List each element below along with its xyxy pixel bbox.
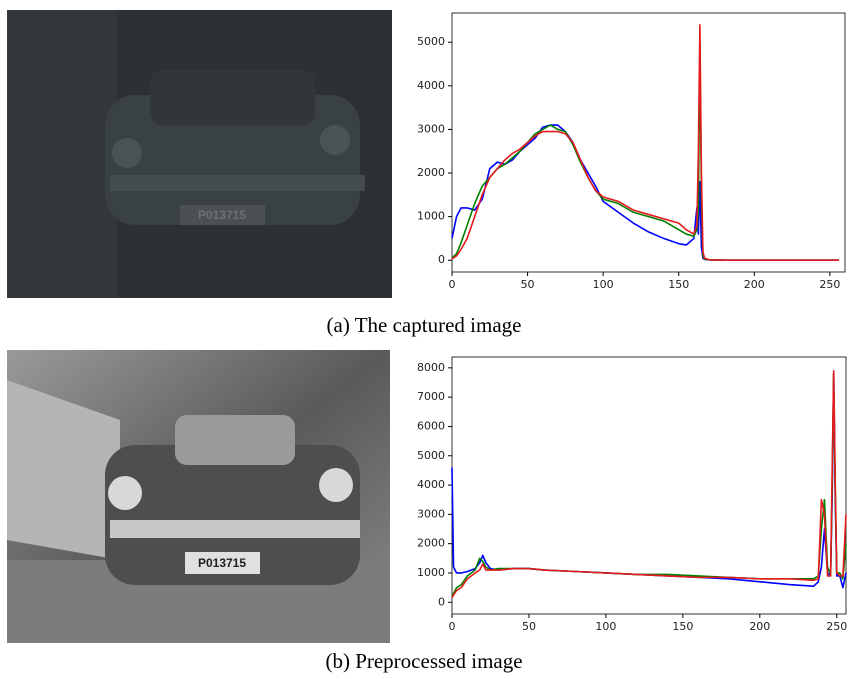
x-tick-label: 50 xyxy=(522,620,536,633)
x-tick-label: 200 xyxy=(749,620,770,633)
y-tick-label: 1000 xyxy=(417,566,445,579)
x-tick-label: 150 xyxy=(668,278,689,291)
y-tick-label: 4000 xyxy=(417,478,445,491)
y-tick-label: 7000 xyxy=(417,390,445,403)
y-tick-label: 5000 xyxy=(417,35,445,48)
y-tick-label: 3000 xyxy=(417,507,445,520)
y-tick-label: 2000 xyxy=(417,166,445,179)
y-tick-label: 0 xyxy=(438,595,445,608)
x-tick-label: 100 xyxy=(595,620,616,633)
y-tick-label: 4000 xyxy=(417,79,445,92)
y-tick-label: 6000 xyxy=(417,419,445,432)
y-tick-label: 2000 xyxy=(417,537,445,550)
y-tick-label: 1000 xyxy=(417,210,445,223)
x-tick-label: 250 xyxy=(826,620,847,633)
plate-text: P013715 xyxy=(198,208,246,222)
preprocessed-image: P013715 xyxy=(7,350,390,643)
x-tick-label: 100 xyxy=(593,278,614,291)
x-tick-label: 50 xyxy=(521,278,535,291)
caption: (b) Preprocessed image xyxy=(325,649,522,673)
captured-image: P013715 xyxy=(7,10,392,298)
x-tick-label: 250 xyxy=(819,278,840,291)
x-tick-label: 150 xyxy=(672,620,693,633)
figure: P013715 P013715 (a) The captured image (… xyxy=(0,0,848,679)
y-tick-label: 0 xyxy=(438,253,445,266)
y-tick-label: 8000 xyxy=(417,361,445,374)
x-tick-label: 0 xyxy=(449,278,456,291)
y-tick-label: 5000 xyxy=(417,449,445,462)
y-tick-label: 3000 xyxy=(417,122,445,135)
caption: (a) The captured image xyxy=(327,313,522,337)
plot-area xyxy=(452,13,845,272)
x-tick-label: 0 xyxy=(449,620,456,633)
x-tick-label: 200 xyxy=(744,278,765,291)
plate-text: P013715 xyxy=(198,556,246,570)
